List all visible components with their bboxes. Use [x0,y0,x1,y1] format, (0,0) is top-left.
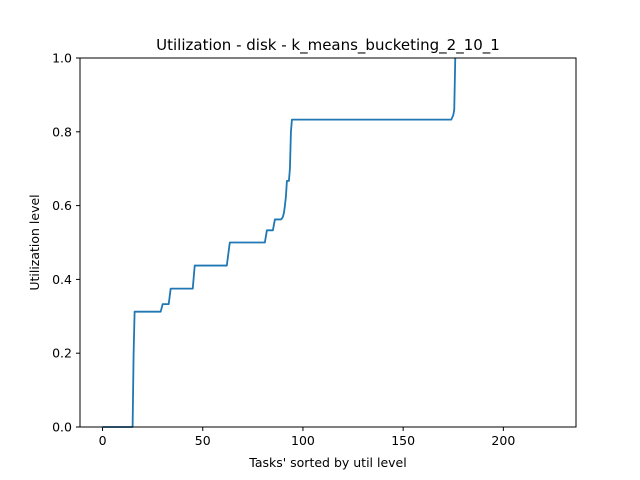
plot-area-frame [79,57,577,428]
x-tick-label: 100 [291,433,315,448]
y-tick-label: 1.0 [52,51,72,66]
x-tick-label: 0 [99,433,107,448]
series-layer [102,57,457,428]
x-tick-label: 150 [391,433,415,448]
tick-layer: 0 50 100 150 200 0.0 0.2 0.4 0.6 0.8 1.0 [52,51,515,449]
x-tick-label: 200 [491,433,515,448]
y-tick-label: 0.2 [52,346,72,361]
y-axis-label: Utilization level [27,194,42,290]
y-tick-label: 0.4 [52,272,72,287]
chart-title: Utilization - disk - k_means_bucketing_2… [156,36,500,55]
x-tick-label: 50 [195,433,211,448]
y-tick-label: 0.8 [52,124,72,139]
series-line [102,57,457,428]
y-tick-label: 0.6 [52,198,72,213]
x-axis-label: Tasks' sorted by util level [248,455,406,470]
y-tick-label: 0.0 [52,420,72,435]
